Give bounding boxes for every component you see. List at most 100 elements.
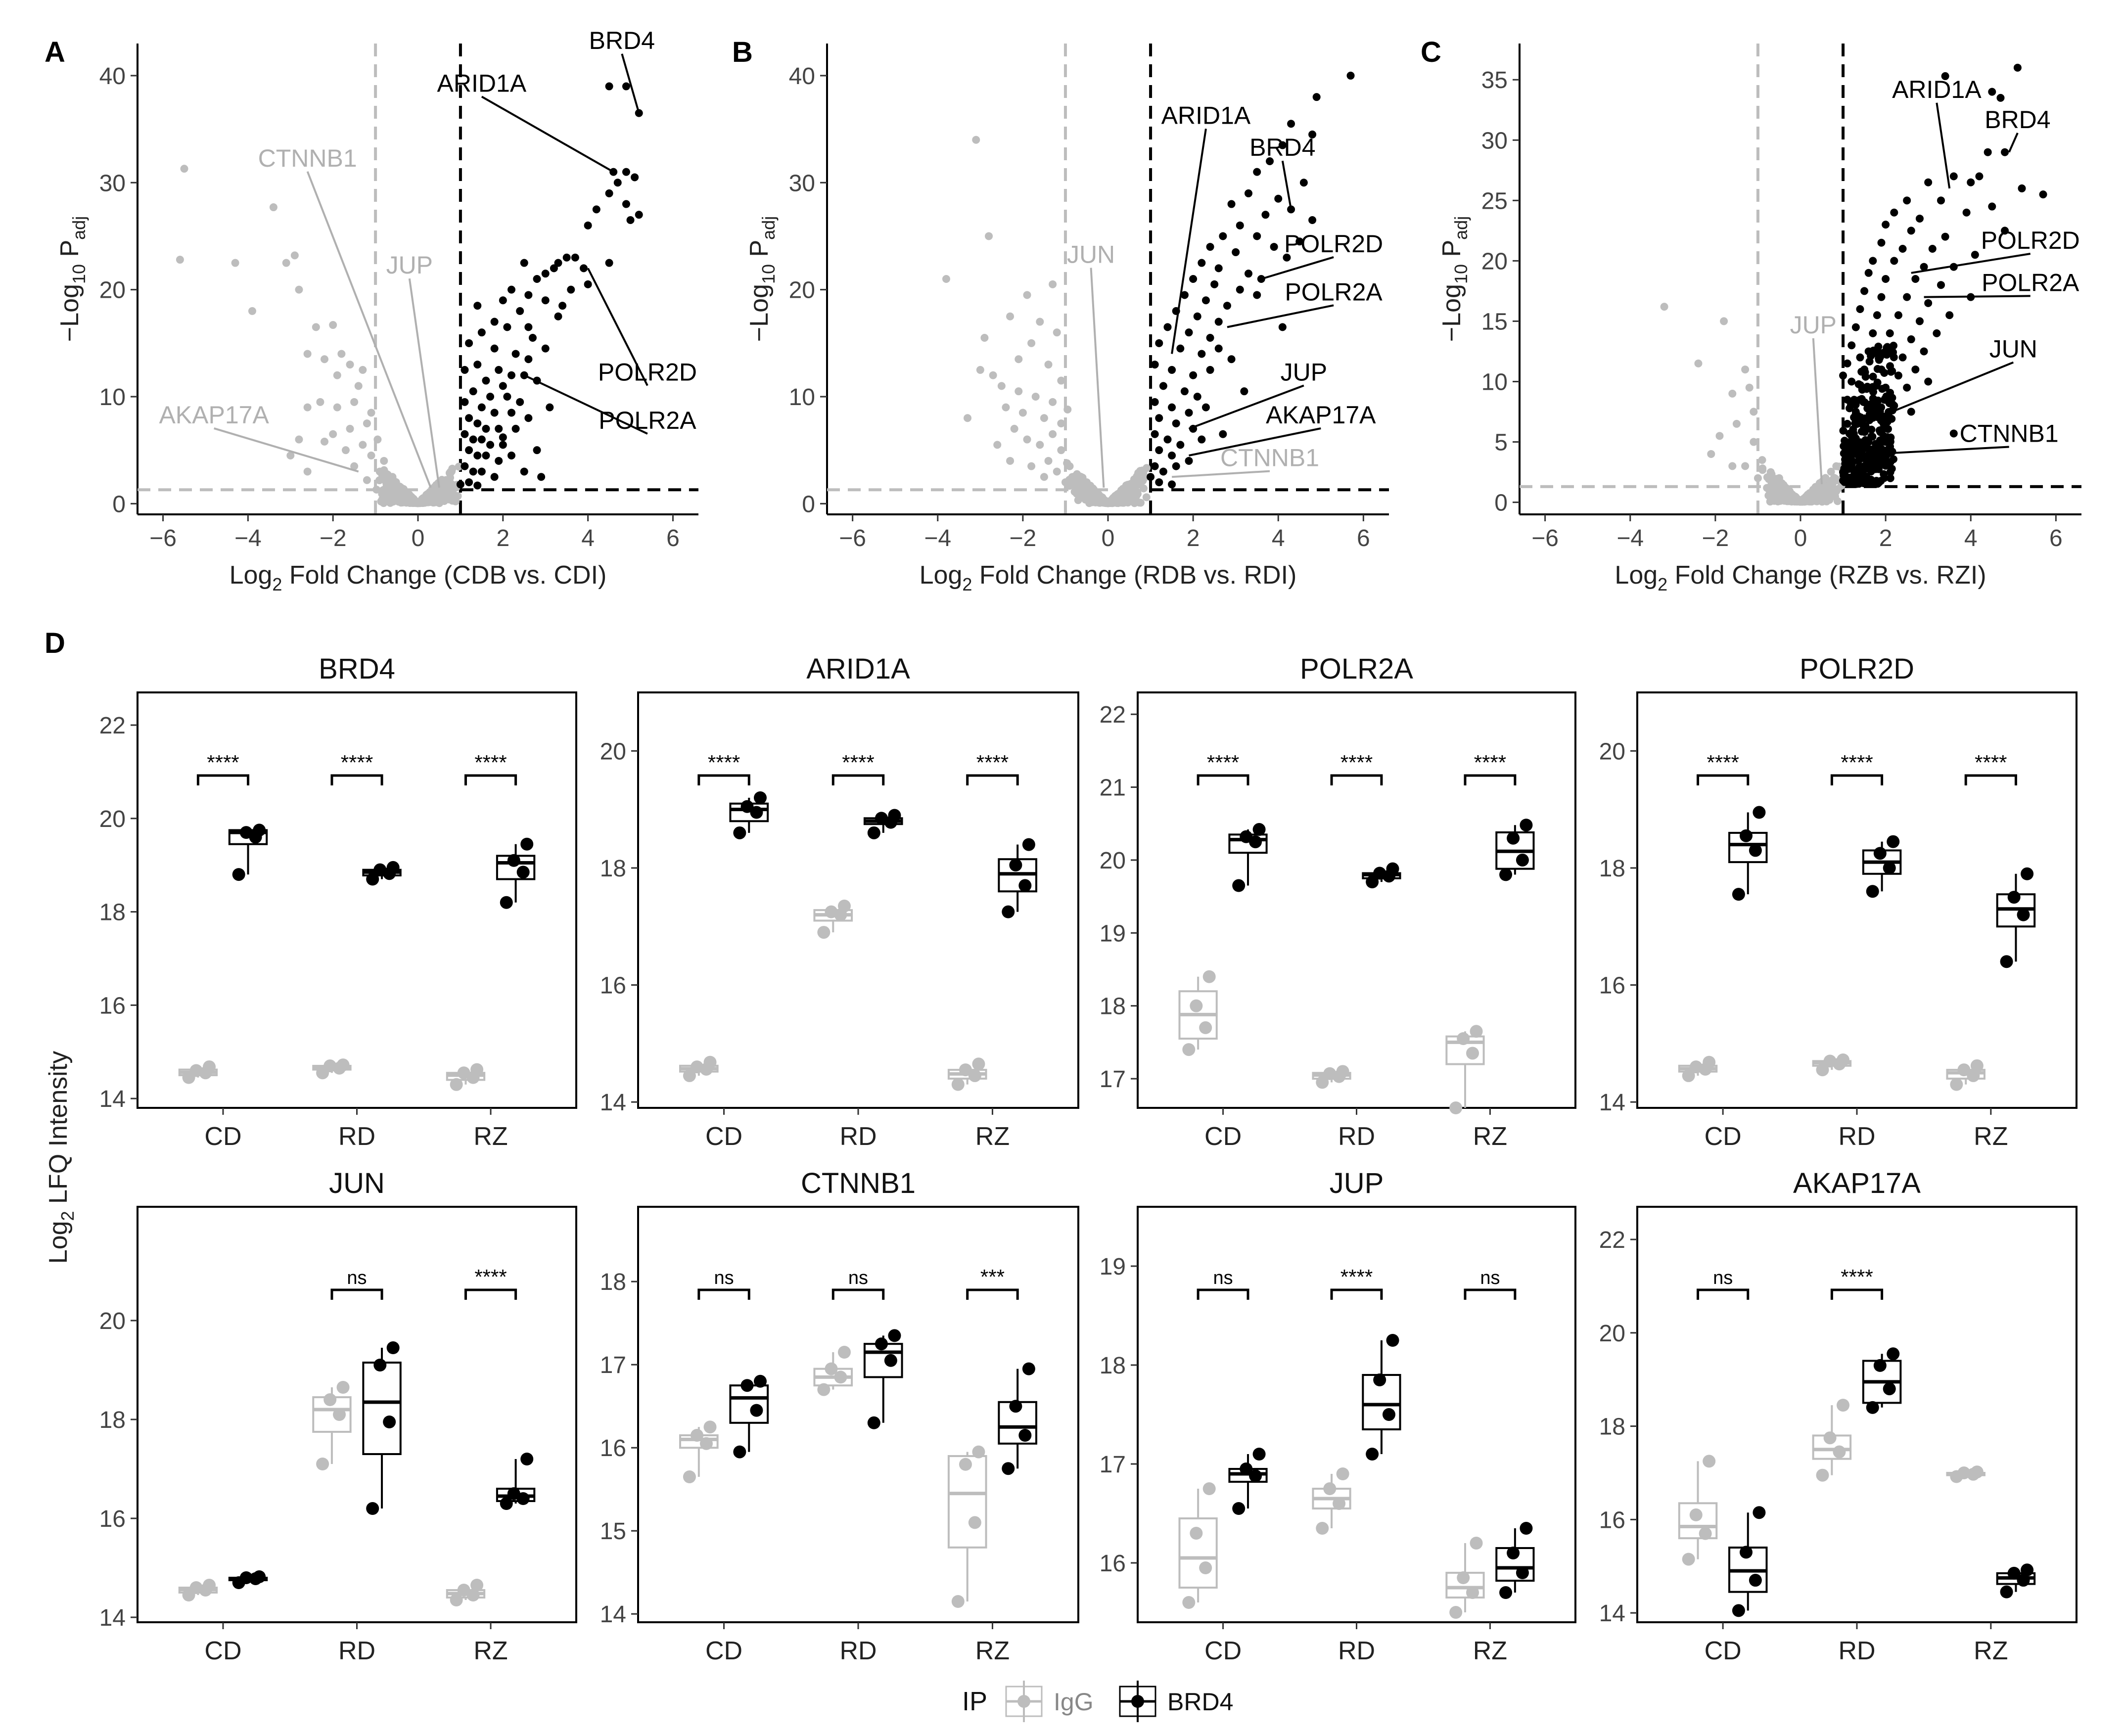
data-point: [753, 1374, 767, 1388]
label-leader-line: [1281, 160, 1292, 210]
data-point: [964, 414, 971, 422]
x-tick-label: 4: [1272, 525, 1285, 551]
volcano-panel-B: B −6 −4 −2 0 2 4 6 0 10 20 30 40 Log2 Fold Change (RD…: [732, 36, 1389, 594]
data-point: [1841, 456, 1849, 464]
x-tick-label: 0: [1794, 525, 1807, 551]
y-tick-label: 10: [789, 384, 815, 411]
data-point: [1843, 419, 1851, 428]
data-point: [248, 307, 256, 315]
data-point: [1915, 214, 1924, 223]
significance-label: ****: [842, 751, 874, 774]
data-point: [1889, 348, 1897, 357]
data-point: [733, 826, 746, 839]
data-point: [499, 433, 507, 442]
data-point: [1728, 462, 1737, 470]
x-tick-label: −4: [924, 525, 951, 551]
data-point: [959, 1063, 972, 1077]
data-point: [1848, 400, 1857, 409]
y-axis-label: −Log10 Padj: [745, 216, 779, 342]
data-point: [1839, 426, 1847, 435]
data-point: [1232, 248, 1240, 256]
data-point: [450, 1594, 463, 1606]
data-point: [269, 203, 277, 212]
data-point: [232, 868, 245, 881]
gene-label: AKAP17A: [1266, 401, 1376, 429]
data-point: [817, 1383, 831, 1396]
facet-title: POLR2D: [1800, 653, 1914, 685]
data-point: [1049, 280, 1057, 288]
significance-label: ****: [1474, 751, 1506, 774]
y-tick-label: 17: [600, 1352, 626, 1378]
label-leader-line: [1877, 361, 2014, 419]
significance-label: ****: [1841, 1265, 1873, 1288]
data-point: [1198, 435, 1206, 444]
data-point: [1732, 888, 1745, 901]
data-point: [1002, 403, 1010, 411]
data-point: [1882, 347, 1890, 356]
data-point: [477, 467, 486, 476]
significance-bracket: [330, 774, 383, 785]
data-point: [1206, 243, 1214, 251]
data-point: [499, 441, 507, 449]
data-point: [386, 861, 400, 874]
y-tick-label: 20: [1599, 738, 1625, 765]
y-tick-label: 15: [600, 1518, 626, 1545]
data-point: [1295, 237, 1304, 246]
data-point: [1888, 394, 1896, 402]
data-point: [1869, 329, 1877, 337]
y-tick-label: 16: [1599, 1507, 1625, 1533]
data-point: [1871, 440, 1880, 448]
data-point: [511, 424, 520, 433]
x-tick-label: RD: [1838, 1637, 1875, 1665]
data-point: [1682, 1069, 1695, 1082]
data-point: [1520, 1522, 1533, 1535]
y-tick-label: 0: [1494, 490, 1508, 516]
data-point: [1252, 823, 1266, 836]
data-point: [1920, 263, 1928, 271]
data-point: [1053, 328, 1061, 337]
data-point: [253, 823, 266, 837]
x-tick-label: 6: [1357, 525, 1370, 551]
data-point: [1219, 232, 1227, 240]
x-tick-label: CD: [705, 1122, 742, 1151]
data-point: [1044, 457, 1053, 465]
legend-label: IgG: [1054, 1688, 1094, 1716]
y-tick-label: 14: [1599, 1090, 1625, 1116]
data-point: [740, 1379, 754, 1392]
data-point: [425, 498, 433, 506]
data-point: [1890, 257, 1898, 265]
data-point: [2021, 867, 2034, 880]
data-point: [1018, 1429, 1032, 1442]
x-tick-label: RZ: [473, 1122, 508, 1151]
data-point: [1176, 441, 1185, 449]
data-point: [1864, 347, 1873, 356]
significance-bracket: [1830, 774, 1884, 785]
x-tick-label: RD: [338, 1637, 375, 1665]
data-point: [1185, 409, 1193, 417]
gene-label: JUN: [1067, 241, 1115, 269]
data-point: [622, 200, 630, 208]
data-point: [1236, 285, 1244, 294]
x-tick-label: RD: [839, 1637, 877, 1665]
data-point: [359, 365, 367, 374]
label-leader-line: [1171, 128, 1207, 354]
y-tick-label: 18: [600, 1269, 626, 1295]
data-point: [1373, 1373, 1386, 1386]
data-point: [1333, 1497, 1346, 1510]
data-point: [541, 296, 550, 305]
data-point: [1864, 269, 1873, 277]
data-point: [383, 1416, 396, 1428]
data-point: [1253, 168, 1261, 176]
data-point: [2001, 227, 2009, 235]
x-tick-label: RZ: [1974, 1122, 2008, 1151]
data-point: [1699, 1527, 1712, 1540]
data-point: [1151, 361, 1159, 369]
data-point: [750, 1404, 763, 1417]
data-point: [1182, 1596, 1196, 1609]
data-point: [388, 473, 397, 481]
data-point: [359, 441, 367, 449]
data-point: [503, 323, 511, 331]
significance-bracket: [1464, 774, 1517, 785]
data-point: [1827, 467, 1835, 476]
data-point: [1168, 365, 1176, 374]
